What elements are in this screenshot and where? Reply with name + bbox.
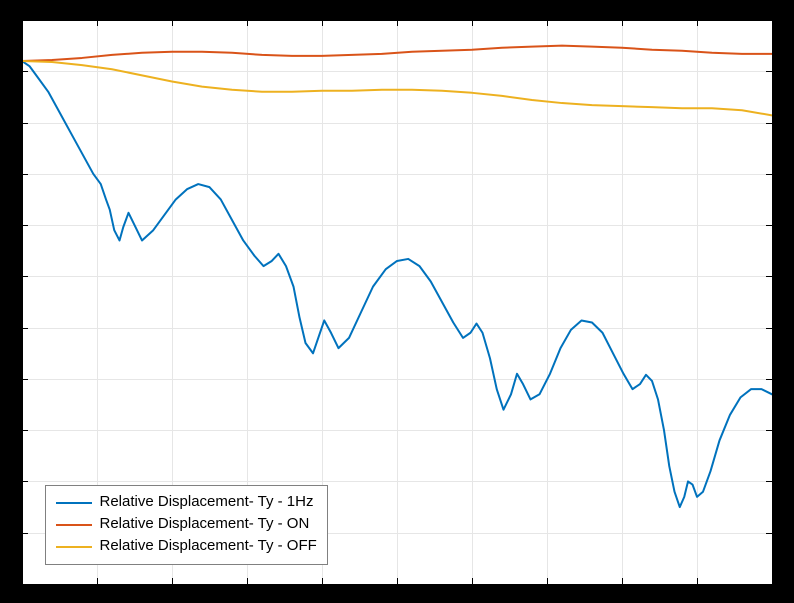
- axis-line: [766, 225, 772, 226]
- axis-line: [22, 430, 28, 431]
- axis-line: [472, 20, 473, 26]
- axis-line: [22, 328, 28, 329]
- axis-line: [772, 20, 773, 584]
- axis-line: [772, 578, 773, 584]
- axis-line: [22, 481, 28, 482]
- axis-line: [766, 71, 772, 72]
- axis-line: [766, 276, 772, 277]
- axis-line: [697, 20, 698, 26]
- axis-line: [766, 328, 772, 329]
- axis-line: [22, 174, 28, 175]
- series-line: [22, 61, 772, 507]
- axis-line: [766, 481, 772, 482]
- axis-line: [22, 20, 23, 584]
- axis-line: [547, 20, 548, 26]
- legend-label: Relative Displacement- Ty - ON: [100, 513, 310, 536]
- axis-line: [547, 578, 548, 584]
- axis-line: [22, 379, 28, 380]
- axis-line: [622, 578, 623, 584]
- axis-line: [397, 578, 398, 584]
- legend-item: Relative Displacement- Ty - OFF: [56, 536, 317, 558]
- axis-line: [22, 533, 28, 534]
- axis-line: [766, 123, 772, 124]
- axis-line: [766, 533, 772, 534]
- axis-line: [247, 578, 248, 584]
- legend-swatch: [56, 524, 92, 526]
- axis-line: [766, 584, 772, 585]
- legend-swatch: [56, 502, 92, 504]
- axis-line: [22, 71, 28, 72]
- axis-line: [766, 20, 772, 21]
- axis-line: [172, 20, 173, 26]
- chart-stage: Relative Displacement- Ty - 1HzRelative …: [0, 0, 794, 603]
- series-line: [22, 46, 772, 61]
- legend-item: Relative Displacement- Ty - ON: [56, 514, 317, 536]
- axis-line: [766, 174, 772, 175]
- axis-line: [97, 20, 98, 26]
- axis-line: [22, 20, 28, 21]
- axis-line: [22, 123, 28, 124]
- legend-item: Relative Displacement- Ty - 1Hz: [56, 492, 317, 514]
- axis-line: [22, 584, 28, 585]
- legend: Relative Displacement- Ty - 1HzRelative …: [45, 485, 328, 565]
- axis-line: [22, 276, 28, 277]
- axis-line: [322, 20, 323, 26]
- axis-line: [322, 578, 323, 584]
- series-line: [22, 61, 772, 115]
- axis-line: [97, 578, 98, 584]
- axis-line: [22, 584, 773, 585]
- axis-line: [22, 225, 28, 226]
- legend-label: Relative Displacement- Ty - OFF: [100, 535, 317, 558]
- axis-line: [397, 20, 398, 26]
- axis-line: [766, 379, 772, 380]
- axis-line: [172, 578, 173, 584]
- axis-line: [622, 20, 623, 26]
- axis-line: [472, 578, 473, 584]
- axis-line: [697, 578, 698, 584]
- legend-swatch: [56, 546, 92, 548]
- axis-line: [766, 430, 772, 431]
- axis-line: [247, 20, 248, 26]
- axis-line: [772, 20, 773, 26]
- legend-label: Relative Displacement- Ty - 1Hz: [100, 491, 314, 514]
